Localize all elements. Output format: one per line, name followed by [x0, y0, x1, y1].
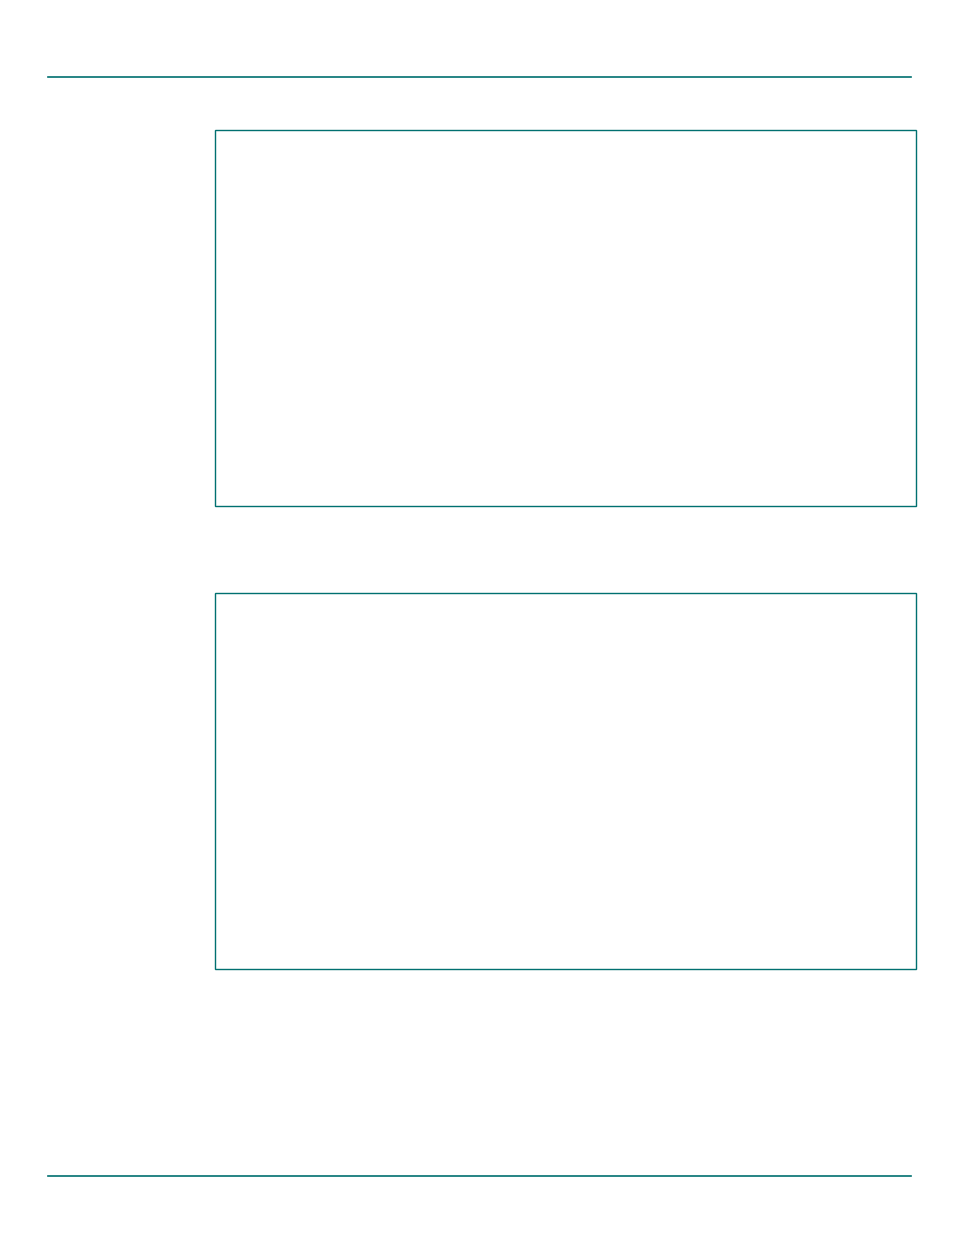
Text: A: A [522, 840, 530, 850]
Text: logic 1 = read: logic 1 = read [565, 741, 639, 752]
Text: A: A [588, 190, 595, 200]
Text: logic 0 = write: logic 0 = write [558, 251, 634, 261]
Text: slave address: slave address [436, 190, 503, 200]
Text: data transferred: data transferred [625, 232, 710, 242]
Text: data transferred: data transferred [636, 695, 721, 706]
Text: A: A [705, 653, 712, 663]
Text: A = acknowledge (SDA LOW): A = acknowledge (SDA LOW) [522, 348, 674, 358]
Text: DATA: DATA [733, 190, 758, 200]
Bar [256, 396, 279, 405]
Text: logic 1 = read: logic 1 = read [558, 278, 631, 289]
Bar [832, 172, 887, 220]
Text: (n Bytes + acknowledge): (n Bytes + acknowledge) [611, 273, 742, 283]
Bar [369, 172, 409, 220]
Text: A = not acknowledge (SDA HIGH): A = not acknowledge (SDA HIGH) [522, 377, 697, 387]
Text: A: A [598, 653, 604, 663]
Bar [687, 635, 729, 683]
Text: ))  ((: )) (( [752, 690, 772, 699]
Bar [579, 635, 622, 683]
Text: slave address: slave address [440, 653, 508, 663]
Text: 002aaa933: 002aaa933 [810, 941, 866, 951]
Text: DATA: DATA [642, 653, 667, 663]
Bar [411, 635, 537, 683]
Bar [256, 356, 279, 363]
Bar [611, 172, 674, 220]
Text: 002aaa932: 002aaa932 [810, 478, 866, 488]
Bar [622, 635, 687, 683]
Text: from Slave to Master: from Slave to Master [290, 858, 398, 869]
Bar [256, 819, 279, 826]
Text: S = START condition: S = START condition [522, 405, 628, 415]
Text: logic 0 = write: logic 0 = write [565, 714, 641, 724]
Text: A: A [522, 377, 530, 387]
Text: ))  ((: )) (( [736, 153, 755, 162]
Bar [571, 172, 611, 220]
Text: DATA: DATA [630, 190, 655, 200]
Bar [714, 172, 777, 220]
Text: R: R [556, 653, 562, 663]
Text: S: S [386, 190, 392, 200]
Text: ))  ((: )) (( [752, 616, 772, 625]
Text: RS = repeated START condition: RS = repeated START condition [522, 461, 685, 471]
Bar [777, 172, 832, 220]
Text: P = STOP condition: P = STOP condition [522, 897, 623, 906]
Text: P: P [861, 653, 867, 663]
Text: from Master to Slave: from Master to Slave [290, 354, 398, 364]
Text: from Master to Slave: from Master to Slave [290, 818, 398, 827]
Bar [369, 635, 411, 683]
Text: A: A [691, 190, 698, 200]
Text: DATA: DATA [749, 653, 775, 663]
Text: from Slave to Master: from Slave to Master [290, 395, 398, 406]
Text: (n Bytes + acknowledge): (n Bytes + acknowledge) [622, 736, 753, 746]
Text: ))  ((: )) (( [736, 227, 755, 236]
Text: P = STOP condition: P = STOP condition [522, 433, 623, 443]
Text: A = not acknowledge (SDA HIGH): A = not acknowledge (SDA HIGH) [522, 840, 697, 850]
Bar [409, 172, 530, 220]
Bar [537, 635, 579, 683]
Bar [674, 172, 714, 220]
Bar [841, 635, 887, 683]
Bar [256, 860, 279, 868]
Text: A/A: A/A [796, 190, 812, 200]
Bar [530, 172, 571, 220]
Bar [795, 635, 841, 683]
Text: P/RS: P/RS [848, 190, 870, 200]
Text: A = acknowledge (SDA LOW): A = acknowledge (SDA LOW) [522, 811, 674, 821]
Text: W: W [546, 190, 556, 200]
Bar [729, 635, 795, 683]
Text: A: A [815, 653, 821, 663]
Text: S: S [387, 653, 393, 663]
Text: S = START condition: S = START condition [522, 868, 628, 878]
